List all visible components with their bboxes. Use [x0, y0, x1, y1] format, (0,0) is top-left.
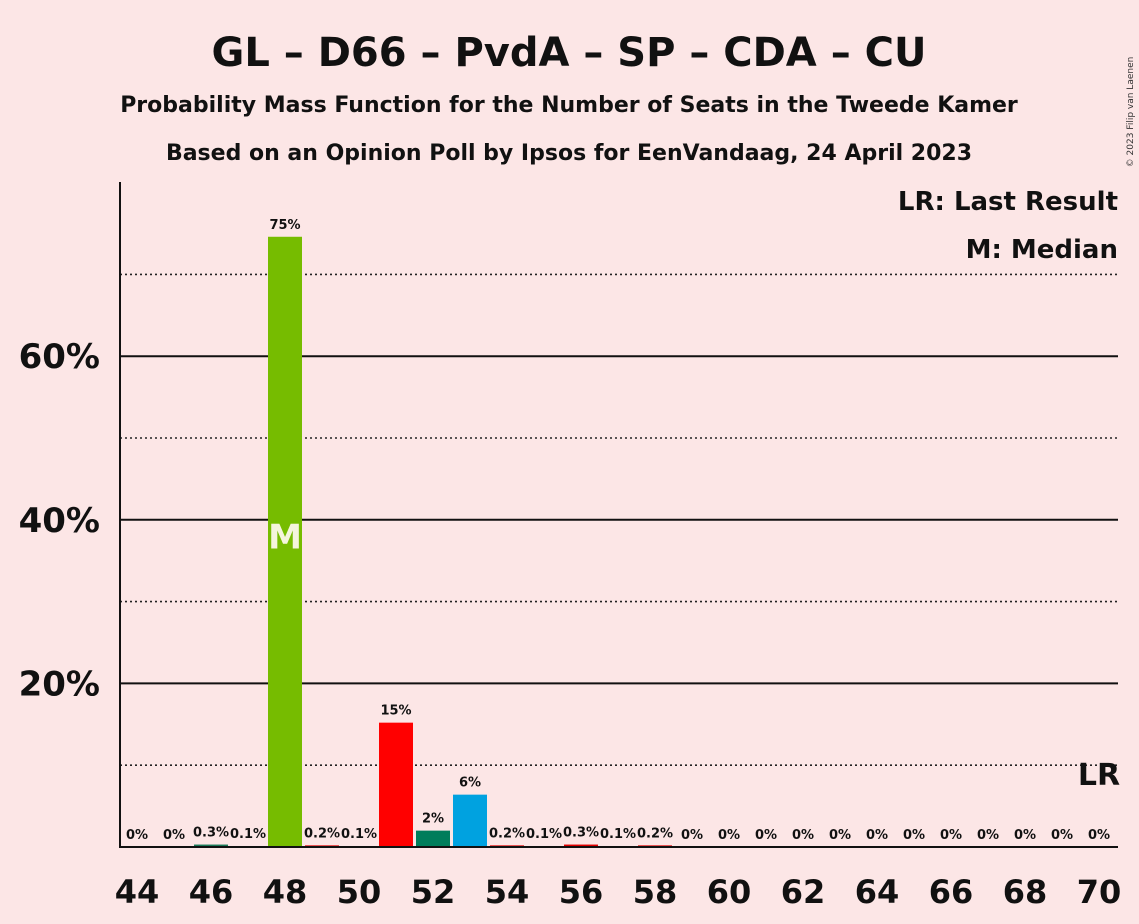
bar-value-label: 0.1%	[230, 827, 266, 842]
bar-value-label: 0%	[755, 828, 777, 843]
bar	[564, 844, 598, 847]
bar-value-label: 0%	[718, 828, 740, 843]
bar-value-label: 0%	[977, 828, 999, 843]
bar-value-label: 0.2%	[637, 826, 673, 841]
bar	[416, 830, 450, 847]
x-tick-label: 68	[1003, 873, 1048, 911]
bar-value-label: 0%	[866, 828, 888, 843]
bar-value-label: 0.2%	[489, 826, 525, 841]
bar	[453, 794, 487, 847]
x-tick-label: 70	[1077, 873, 1122, 911]
x-tick-label: 48	[263, 873, 308, 911]
y-tick-label: 60%	[19, 337, 100, 377]
bar-labels-group: 0% 0% 0.3% 0.1%75%0.2% 0.1%15%2%6%0.2% 0.1% 0.…	[126, 218, 1120, 843]
bar-value-label: 75%	[269, 218, 300, 233]
x-tick-label: 50	[337, 873, 382, 911]
bar-value-label: 0.3%	[563, 826, 599, 841]
x-tick-label: 56	[559, 873, 604, 911]
x-tick-label: 52	[411, 873, 456, 911]
last-result-marker: LR	[1078, 758, 1120, 793]
legend-median: M: Median	[966, 235, 1118, 265]
y-tick-label: 40%	[19, 501, 100, 541]
bar-value-label: 0%	[163, 828, 185, 843]
x-tick-label: 62	[781, 873, 826, 911]
bar-value-label: 0%	[792, 828, 814, 843]
legend-last-result: LR: Last Result	[898, 187, 1118, 217]
bar-value-label: 0%	[1014, 828, 1036, 843]
bar-value-label: 0%	[126, 828, 148, 843]
bars-group	[120, 236, 1116, 848]
chart-subtitle: Probability Mass Function for the Number…	[120, 93, 1018, 118]
bar-value-label: 15%	[380, 704, 411, 719]
y-tick-label: 20%	[19, 664, 100, 704]
bar-value-label: 0%	[681, 828, 703, 843]
bar	[268, 236, 302, 848]
chart-title: GL – D66 – PvdA – SP – CDA – CU	[212, 30, 927, 76]
x-tick-label: 46	[189, 873, 234, 911]
x-tick-label: 66	[929, 873, 974, 911]
x-tick-label: 60	[707, 873, 752, 911]
bar-value-label: 0%	[940, 828, 962, 843]
bar-value-label: 2%	[422, 812, 444, 827]
bar	[194, 844, 228, 847]
tick-labels: 20% 40% 60% 44 46 48 50 52 54 56 58 60 62 64 66 68 70	[19, 337, 1122, 911]
bar-value-label: 0.1%	[341, 827, 377, 842]
x-tick-label: 64	[855, 873, 900, 911]
bar-value-label: 6%	[459, 776, 481, 791]
bar-value-label: 0.2%	[304, 826, 340, 841]
bar-value-label: 0.1%	[526, 827, 562, 842]
x-tick-label: 44	[115, 873, 160, 911]
bar-value-label: 0%	[903, 828, 925, 843]
x-tick-label: 58	[633, 873, 678, 911]
bar-value-label: 0.1%	[600, 827, 636, 842]
copyright-text: © 2023 Filip van Laenen	[1126, 57, 1136, 168]
bar-value-label: 0%	[1088, 828, 1110, 843]
bar	[379, 722, 413, 847]
bar-value-label: 0%	[829, 828, 851, 843]
chart-subtitle-2: Based on an Opinion Poll by Ipsos for Ee…	[166, 141, 972, 166]
x-tick-label: 54	[485, 873, 530, 911]
median-marker: M	[268, 517, 302, 557]
bar-value-label: 0.3%	[193, 826, 229, 841]
axes	[119, 182, 1118, 848]
bar-value-label: 0%	[1051, 828, 1073, 843]
